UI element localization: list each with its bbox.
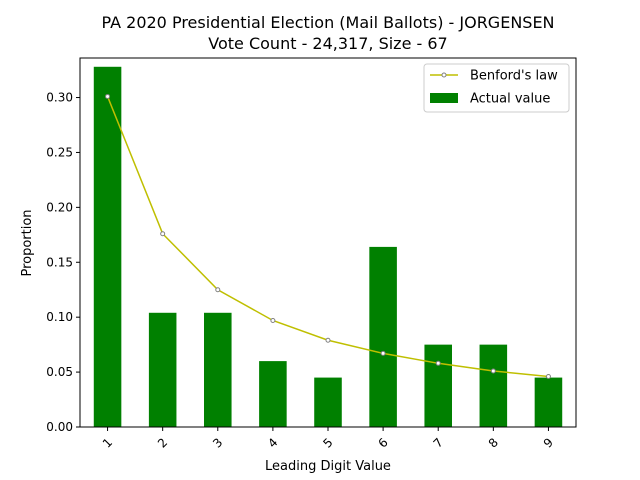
bar-digit-7 bbox=[424, 344, 452, 427]
benford-point-3 bbox=[215, 287, 221, 293]
x-tick-label: 7 bbox=[431, 435, 446, 450]
benford-point-8 bbox=[490, 368, 496, 374]
x-tick-label: 2 bbox=[155, 435, 170, 450]
y-axis: 0.00 0.05 0.10 0.15 0.20 0.25 0.30 bbox=[46, 91, 80, 434]
x-tick-label: 8 bbox=[486, 435, 501, 450]
y-tick-label: 0.20 bbox=[46, 200, 73, 214]
x-tick-label: 5 bbox=[320, 435, 335, 450]
line-series bbox=[105, 93, 551, 379]
x-tick-label: 9 bbox=[541, 435, 556, 450]
bar-digit-9 bbox=[534, 377, 563, 427]
benford-point-6 bbox=[380, 350, 386, 356]
chart-subtitle: Vote Count - 24,317, Size - 67 bbox=[208, 34, 447, 53]
x-tick-label: 6 bbox=[375, 435, 390, 450]
x-tick-label: 1 bbox=[100, 435, 115, 450]
y-axis-label: Proportion bbox=[20, 209, 35, 276]
legend-bar-swatch bbox=[430, 93, 458, 103]
x-axis: 1 2 3 4 5 6 7 8 9 bbox=[100, 427, 556, 451]
y-tick-label: 0.30 bbox=[46, 91, 73, 105]
legend: Benford's law Actual value bbox=[423, 63, 570, 113]
y-tick-label: 0.00 bbox=[46, 420, 73, 434]
y-tick-label: 0.25 bbox=[46, 145, 73, 159]
bar-digit-6 bbox=[369, 246, 397, 427]
legend-label-actual: Actual value bbox=[470, 92, 550, 107]
benford-point-4 bbox=[270, 317, 276, 323]
x-axis-label: Leading Digit Value bbox=[265, 459, 391, 474]
bar-digit-4 bbox=[259, 361, 287, 427]
benford-point-9 bbox=[545, 373, 551, 379]
benford-point-2 bbox=[160, 231, 166, 237]
bar-digit-8 bbox=[479, 344, 508, 427]
bar-digit-2 bbox=[148, 312, 177, 427]
y-tick-label: 0.05 bbox=[46, 365, 73, 379]
x-tick-label: 4 bbox=[265, 435, 280, 450]
x-tick-label: 3 bbox=[210, 435, 225, 450]
bar-digit-1 bbox=[93, 66, 122, 428]
benford-point-7 bbox=[435, 360, 441, 366]
legend-box bbox=[423, 63, 570, 113]
benford-point-5 bbox=[325, 337, 331, 343]
y-tick-label: 0.10 bbox=[46, 310, 73, 324]
bar-digit-5 bbox=[314, 377, 342, 427]
y-tick-label: 0.15 bbox=[46, 255, 73, 269]
benford-point-1 bbox=[105, 93, 111, 99]
chart-title: PA 2020 Presidential Election (Mail Ball… bbox=[101, 13, 554, 32]
legend-line-marker bbox=[441, 72, 447, 78]
bar-series bbox=[93, 66, 563, 428]
bar-digit-3 bbox=[204, 312, 232, 427]
legend-label-benford: Benford's law bbox=[470, 69, 558, 84]
